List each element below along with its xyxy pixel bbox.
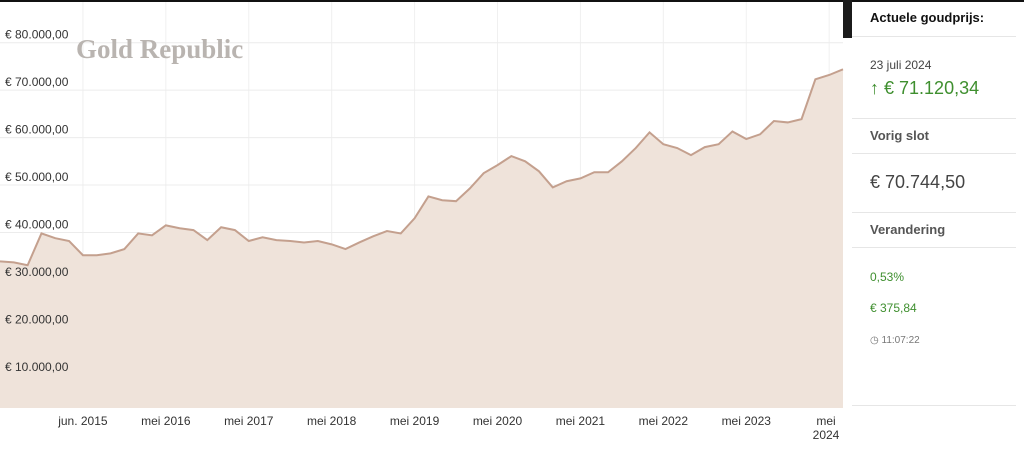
chart: € 10.000,00 € 20.000,00 € 30.000,00 € 40.00…: [0, 2, 844, 408]
change-amount: € 375,84: [870, 301, 917, 315]
top-border: [0, 0, 1024, 2]
x-tick-label: jun. 2015: [58, 414, 108, 428]
clock-icon: ◷: [870, 335, 882, 346]
change-percent: 0,53%: [870, 270, 905, 284]
area: [0, 69, 843, 408]
separator: [852, 212, 1016, 213]
x-tick-label: mei 2022: [638, 414, 689, 428]
scroll-indicator: [843, 0, 852, 38]
x-tick-label: mei 2019: [389, 414, 440, 428]
up-arrow: ↑: [870, 78, 885, 98]
x-tick-label: mei 2024: [812, 414, 840, 442]
y-tick-label: € 70.000,00: [5, 75, 69, 89]
x-tick-label: mei 2018: [306, 414, 357, 428]
x-tick-label: mei 2021: [555, 414, 606, 428]
line: [0, 68, 844, 267]
y-tick-label: € 80.000,00: [5, 28, 69, 42]
price-panel: Actuele goudprijs: 23 juli 2024 ↑ € 71.1…: [852, 0, 1024, 453]
change-label: Verandering: [870, 222, 946, 237]
y-tick-label: € 50.000,00: [5, 170, 69, 184]
price-row: ↑ € 71.120,34: [870, 78, 1015, 99]
separator: [852, 36, 1016, 37]
current-price: € 71.120,34: [884, 78, 980, 98]
x-tick-label: mei 2016: [141, 414, 191, 428]
y-tick-label: € 10.000,00: [5, 360, 69, 374]
y-tick-label: € 40.000,00: [5, 217, 69, 231]
time-row: ◷ 11:07:22: [870, 335, 1015, 346]
previous-price: € 70.744,50: [870, 172, 966, 192]
panel-title: Actuele goudprijs:: [870, 10, 985, 25]
y-tick-label: € 20.000,00: [5, 312, 69, 326]
previous-label: Vorig slot: [870, 128, 929, 143]
y-tick-label: € 60.000,00: [5, 123, 69, 137]
separator: [852, 247, 1016, 248]
y-tick-label: € 30.000,00: [5, 265, 69, 279]
x-tick-label: mei 2020: [472, 414, 523, 428]
separator: [852, 405, 1016, 406]
watermark: Gold Republic: [76, 34, 243, 64]
separator: [852, 118, 1016, 119]
x-tick-label: mei 2023: [721, 414, 771, 428]
date: 23 juli 2024: [870, 58, 932, 72]
separator: [852, 153, 1016, 154]
time: 11:07:22: [881, 335, 920, 346]
x-tick-label: mei 2017: [224, 414, 274, 428]
